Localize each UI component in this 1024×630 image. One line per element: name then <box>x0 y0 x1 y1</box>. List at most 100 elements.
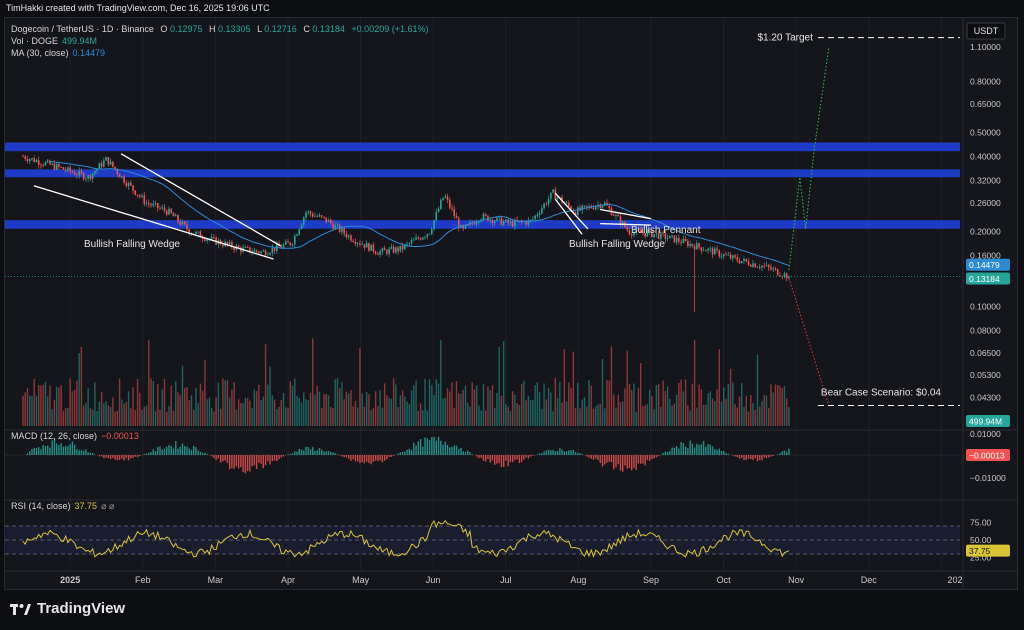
candle-body <box>743 258 745 261</box>
macd-histogram-bar <box>502 455 505 467</box>
macd-histogram-bar <box>370 455 372 465</box>
macd-histogram-bar <box>58 444 60 455</box>
time-tick-label: Aug <box>570 575 586 585</box>
macd-histogram-bar <box>662 452 664 455</box>
volume-bar <box>233 382 235 426</box>
volume-bar <box>224 380 226 426</box>
candle-body <box>568 202 570 207</box>
macd-histogram-bar <box>446 444 449 455</box>
macd-histogram-bar <box>435 440 437 455</box>
macd-histogram-bar <box>478 455 480 459</box>
candle-body <box>401 245 404 250</box>
candle-body <box>392 246 395 253</box>
candle-body <box>262 250 265 252</box>
candle-body <box>244 246 247 248</box>
candle-body <box>496 217 498 221</box>
macd-histogram-bar <box>62 446 65 455</box>
candle-body <box>514 219 516 227</box>
volume-bar <box>543 383 545 426</box>
macd-histogram-bar <box>711 446 714 455</box>
volume-bar <box>388 397 390 426</box>
volume-bar <box>170 385 172 426</box>
macd-histogram-bar <box>626 455 628 469</box>
macd-tag-bg <box>966 449 1010 461</box>
volume-bar <box>76 380 78 426</box>
macd-histogram-bar <box>217 455 220 459</box>
macd-histogram-bar <box>586 455 588 457</box>
volume-bar <box>193 409 195 426</box>
candle-body <box>213 236 215 238</box>
macd-histogram-bar <box>343 455 345 458</box>
macd-histogram-bar <box>193 445 195 455</box>
candle-body <box>738 260 741 264</box>
ma-30-line <box>49 160 790 266</box>
price-tick-label: 0.40000 <box>970 151 1001 161</box>
macd-histogram-bar <box>33 447 35 455</box>
volume-bar <box>675 394 678 426</box>
candle-body <box>761 265 763 268</box>
candle-body <box>646 231 649 237</box>
chart-panel[interactable]: Bullish Falling Wedge Bullish Falling Wed… <box>4 17 1018 590</box>
macd-histogram-bar <box>280 455 283 458</box>
candle-body <box>334 224 337 229</box>
macd-histogram-bar <box>372 455 375 462</box>
volume-bar <box>127 391 130 426</box>
macd-histogram-bar <box>406 449 408 455</box>
volume-bar <box>759 406 761 426</box>
candle-body <box>28 159 31 162</box>
volume-bar <box>190 395 193 426</box>
candle-body <box>720 256 723 258</box>
volume-bar <box>228 397 231 426</box>
volume-bar <box>776 384 779 426</box>
macd-histogram-bar <box>136 455 139 458</box>
volume-bar <box>130 408 132 426</box>
candle-body <box>763 265 766 267</box>
candle-body <box>165 210 168 215</box>
candle-body <box>500 217 503 225</box>
candle-body <box>343 228 345 234</box>
macd-histogram-bar <box>323 451 325 455</box>
candle-body <box>161 207 164 209</box>
volume-bar <box>702 404 705 426</box>
chart-svg[interactable]: Bullish Falling Wedge Bullish Falling Wed… <box>5 18 1017 589</box>
macd-histogram-bar <box>493 455 496 465</box>
candle-body <box>484 214 487 216</box>
macd-histogram-bar <box>608 455 610 462</box>
volume-bar <box>264 344 267 426</box>
macd-histogram-bar <box>747 455 750 459</box>
candle-body <box>576 207 579 216</box>
currency-button[interactable]: USDT <box>966 22 1006 40</box>
macd-histogram-bar <box>264 455 267 466</box>
close-price-tag: 0.13184 <box>969 274 1000 284</box>
macd-histogram-bar <box>213 455 215 459</box>
volume-bar <box>392 378 395 426</box>
candle-body <box>46 160 49 163</box>
candle-body <box>237 245 240 248</box>
volume-bar <box>309 392 312 426</box>
candle-body <box>455 216 458 219</box>
legend-vol: 499.94M <box>62 36 97 46</box>
macd-histogram-bar <box>772 455 774 456</box>
macd-histogram-bar <box>561 449 563 455</box>
macd-histogram-bar <box>314 450 316 455</box>
volume-bar <box>572 351 575 426</box>
price-tick-label: 0.05300 <box>970 370 1001 380</box>
macd-histogram-bar <box>768 455 770 458</box>
volume-bar <box>485 410 487 426</box>
volume-bar <box>588 380 590 426</box>
volume-bar <box>725 398 727 426</box>
volume-bar <box>35 395 38 426</box>
candle-body <box>696 243 698 250</box>
candle-body <box>361 244 363 246</box>
candle-body <box>783 273 786 277</box>
macd-histogram-bar <box>251 455 253 467</box>
volume-bar <box>745 395 747 426</box>
candle-body <box>785 273 788 279</box>
macd-histogram-bar <box>161 449 163 455</box>
candle-body <box>264 250 267 256</box>
volume-bar <box>554 378 557 426</box>
macd-histogram-bar <box>633 455 635 469</box>
legend-o-label: O <box>160 24 167 34</box>
volume-bar <box>89 408 92 426</box>
volume-bar <box>280 399 283 426</box>
